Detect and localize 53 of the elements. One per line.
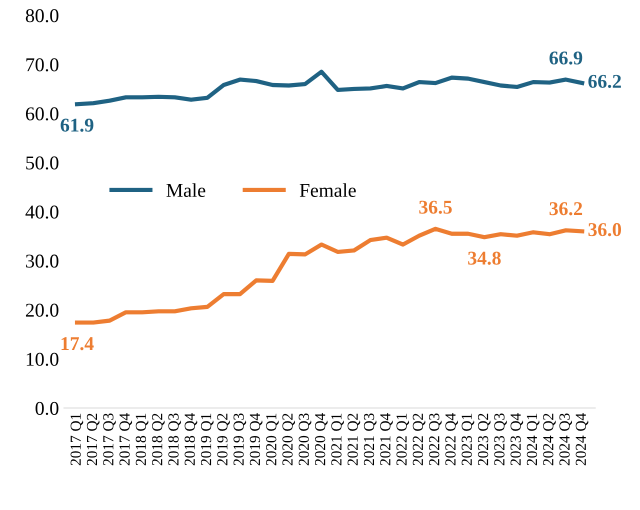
- y-tick-label: 50.0: [26, 156, 58, 170]
- x-tick-label: 2021 Q3: [364, 413, 376, 466]
- legend-label: Female: [300, 183, 356, 197]
- y-tick-label: 0.0: [36, 402, 58, 416]
- x-tick-label: 2020 Q3: [298, 413, 312, 466]
- y-tick-label: 40.0: [25, 205, 58, 219]
- y-tick-label: 80.0: [26, 9, 58, 22]
- data-label: 36.0: [588, 223, 622, 236]
- x-tick-label: 2017 Q1: [70, 414, 84, 466]
- data-label: 17.4: [62, 337, 94, 350]
- y-tick-label: 20.0: [26, 304, 58, 317]
- x-tick-label: 2019 Q2: [217, 414, 230, 466]
- x-tick-label: 2017 Q2: [86, 414, 100, 466]
- data-label: 36.5: [419, 200, 452, 214]
- x-tick-label: 2017 Q4: [119, 413, 132, 466]
- x-tick-label: 2019 Q3: [233, 413, 246, 466]
- legend-label: Male: [166, 183, 206, 197]
- y-tick-label: 70.0: [26, 58, 58, 72]
- x-tick-label: 2018 Q3: [168, 413, 181, 466]
- x-tick-label: 2023 Q3: [494, 413, 507, 466]
- x-tick-label: 2022 Q1: [396, 414, 410, 466]
- x-tick-label: 2023 Q2: [478, 414, 491, 466]
- x-tick-label: 2024 Q3: [559, 413, 572, 466]
- x-tick-label: 2022 Q4: [445, 413, 458, 466]
- x-tick-label: 2024 Q4: [576, 413, 588, 466]
- x-tick-label: 2024 Q2: [543, 414, 556, 466]
- line-series: [74, 226, 584, 325]
- data-label: 66.2: [588, 74, 621, 88]
- data-label: 66.9: [550, 51, 582, 65]
- y-tick-label: 60.0: [26, 107, 58, 120]
- line-series: [74, 70, 584, 106]
- x-tick-label: 2020 Q4: [314, 413, 328, 466]
- x-tick-label: 2018 Q1: [136, 414, 148, 466]
- x-tick-label: 2021 Q4: [380, 413, 393, 466]
- data-label: 36.2: [550, 202, 582, 216]
- x-tick-label: 2018 Q4: [184, 413, 198, 466]
- x-tick-label: 2021 Q2: [348, 414, 360, 466]
- data-label: 34.8: [468, 252, 501, 265]
- x-tick-label: 2019 Q4: [250, 413, 262, 466]
- x-tick-label: 2022 Q2: [412, 414, 426, 466]
- x-tick-label: 2024 Q1: [526, 414, 540, 466]
- y-tick-label: 30.0: [26, 254, 58, 268]
- x-tick-label: 2020 Q2: [282, 414, 296, 466]
- x-tick-label: 2017 Q3: [103, 413, 116, 466]
- x-tick-label: 2022 Q3: [429, 413, 442, 466]
- x-tick-label: 2023 Q1: [462, 414, 474, 466]
- x-tick-label: 2021 Q1: [331, 414, 344, 466]
- x-tick-label: 2020 Q1: [266, 414, 279, 466]
- x-tick-label: 2023 Q4: [510, 413, 524, 466]
- x-tick-label: 2018 Q2: [152, 414, 165, 466]
- data-label: 61.9: [60, 118, 94, 132]
- x-tick-label: 2019 Q1: [200, 414, 214, 466]
- y-tick-label: 10.0: [26, 352, 58, 366]
